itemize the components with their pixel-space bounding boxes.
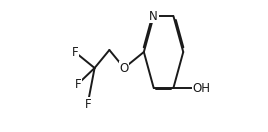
Text: F: F	[72, 46, 78, 58]
Text: F: F	[84, 98, 91, 110]
Text: N: N	[149, 10, 158, 22]
Text: OH: OH	[193, 81, 211, 95]
Text: F: F	[75, 77, 81, 91]
Text: O: O	[120, 62, 129, 74]
